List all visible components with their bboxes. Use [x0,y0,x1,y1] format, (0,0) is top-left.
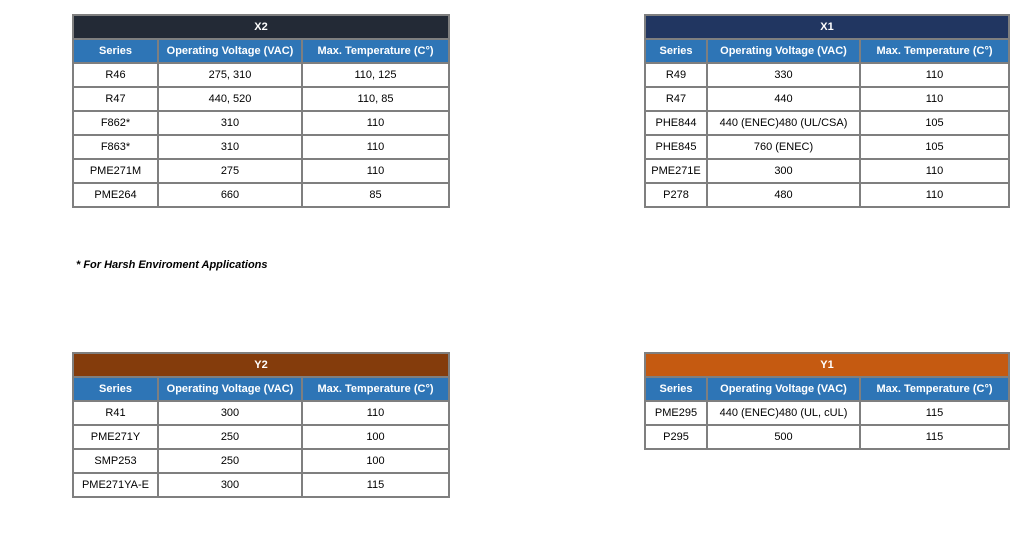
x1-title: X1 [644,14,1010,40]
series-cell: P295 [644,424,708,450]
temperature-cell: 115 [859,400,1010,426]
voltage-cell: 300 [157,472,303,498]
table-row: F863* 310 110 [72,134,450,160]
series-cell: PME271E [644,158,708,184]
table-row: R41 300 110 [72,400,450,426]
voltage-cell: 250 [157,448,303,474]
temperature-cell: 105 [859,134,1010,160]
table-row: PME271E 300 110 [644,158,1010,184]
voltage-cell: 275 [157,158,303,184]
voltage-cell: 310 [157,134,303,160]
series-cell: PHE844 [644,110,708,136]
column-header: Series [72,376,159,402]
series-cell: R49 [644,62,708,88]
voltage-cell: 440, 520 [157,86,303,112]
temperature-cell: 110, 125 [301,62,450,88]
table-row: PHE844 440 (ENEC)480 (UL/CSA) 105 [644,110,1010,136]
table-row: PME295 440 (ENEC)480 (UL, cUL) 115 [644,400,1010,426]
voltage-cell: 440 (ENEC)480 (UL, cUL) [706,400,861,426]
temperature-cell: 100 [301,424,450,450]
series-cell: PHE845 [644,134,708,160]
table-row: P278 480 110 [644,182,1010,208]
series-cell: PME264 [72,182,159,208]
temperature-cell: 110, 85 [301,86,450,112]
column-header: Max. Temperature (C°) [859,38,1010,64]
column-header: Operating Voltage (VAC) [157,376,303,402]
temperature-cell: 110 [301,134,450,160]
temperature-cell: 115 [301,472,450,498]
column-header: Max. Temperature (C°) [859,376,1010,402]
temperature-cell: 110 [859,86,1010,112]
voltage-cell: 330 [706,62,861,88]
temperature-cell: 100 [301,448,450,474]
column-header: Operating Voltage (VAC) [157,38,303,64]
column-header: Operating Voltage (VAC) [706,376,861,402]
voltage-cell: 275, 310 [157,62,303,88]
series-cell: PME295 [644,400,708,426]
column-header: Max. Temperature (C°) [301,38,450,64]
temperature-cell: 110 [859,158,1010,184]
voltage-cell: 250 [157,424,303,450]
voltage-cell: 300 [157,400,303,426]
temperature-cell: 85 [301,182,450,208]
voltage-cell: 300 [706,158,861,184]
series-cell: SMP253 [72,448,159,474]
temperature-cell: 110 [859,62,1010,88]
series-cell: R41 [72,400,159,426]
voltage-cell: 440 (ENEC)480 (UL/CSA) [706,110,861,136]
series-cell: R47 [644,86,708,112]
table-row: R47 440, 520 110, 85 [72,86,450,112]
x2-title: X2 [72,14,450,40]
table-row: SMP253 250 100 [72,448,450,474]
column-header: Operating Voltage (VAC) [706,38,861,64]
series-cell: F863* [72,134,159,160]
temperature-cell: 110 [301,400,450,426]
voltage-cell: 660 [157,182,303,208]
temperature-cell: 115 [859,424,1010,450]
table-row: R47 440 110 [644,86,1010,112]
series-cell: F862* [72,110,159,136]
column-header: Series [644,38,708,64]
table-row: PME271Y 250 100 [72,424,450,450]
voltage-cell: 310 [157,110,303,136]
table-row: PME264 660 85 [72,182,450,208]
series-cell: R46 [72,62,159,88]
column-header: Series [72,38,159,64]
series-cell: P278 [644,182,708,208]
y1-table: Y1 Series Operating Voltage (VAC) Max. Temp… [644,352,1010,450]
footnote: * For Harsh Enviroment Applications [76,259,268,271]
series-cell: PME271Y [72,424,159,450]
series-cell: R47 [72,86,159,112]
temperature-cell: 110 [301,158,450,184]
temperature-cell: 110 [301,110,450,136]
table-row: R49 330 110 [644,62,1010,88]
x2-table: X2 Series Operating Voltage (VAC) Max. Temp… [72,14,450,208]
table-row: R46 275, 310 110, 125 [72,62,450,88]
series-cell: PME271M [72,158,159,184]
table-row: PME271M 275 110 [72,158,450,184]
temperature-cell: 110 [859,182,1010,208]
y2-table: Y2 Series Operating Voltage (VAC) Max. Temp… [72,352,450,498]
column-header: Series [644,376,708,402]
y2-title: Y2 [72,352,450,378]
voltage-cell: 440 [706,86,861,112]
x1-table: X1 Series Operating Voltage (VAC) Max. Temp… [644,14,1010,208]
table-row: P295 500 115 [644,424,1010,450]
series-cell: PME271YA-E [72,472,159,498]
y1-title: Y1 [644,352,1010,378]
temperature-cell: 105 [859,110,1010,136]
voltage-cell: 500 [706,424,861,450]
table-row: F862* 310 110 [72,110,450,136]
voltage-cell: 760 (ENEC) [706,134,861,160]
voltage-cell: 480 [706,182,861,208]
column-header: Max. Temperature (C°) [301,376,450,402]
table-row: PHE845 760 (ENEC) 105 [644,134,1010,160]
table-row: PME271YA-E 300 115 [72,472,450,498]
